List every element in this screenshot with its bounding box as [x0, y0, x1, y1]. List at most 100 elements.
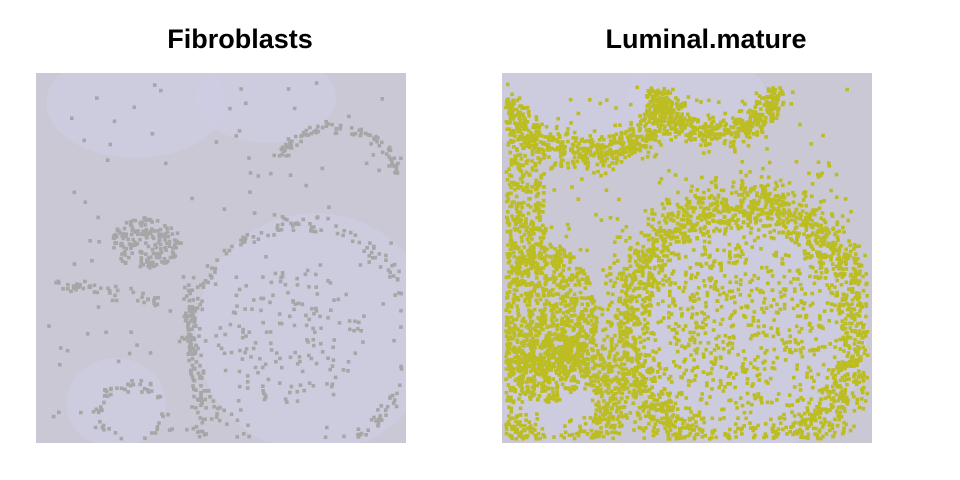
spot-point — [579, 146, 584, 151]
spot-point — [568, 260, 572, 264]
spot-point — [353, 351, 358, 355]
spot-point — [525, 303, 530, 307]
spot-point — [342, 434, 346, 439]
spot-point — [782, 306, 787, 311]
spot-point — [707, 234, 712, 239]
spot-point — [767, 175, 771, 180]
spot-point — [545, 344, 550, 348]
spot-point — [852, 394, 856, 399]
spot-point — [632, 322, 636, 327]
spot-point — [646, 102, 651, 107]
spot-point — [810, 326, 814, 330]
spot-point — [853, 347, 857, 351]
spot-point — [663, 218, 667, 223]
spot-point — [829, 405, 834, 410]
spot-point — [653, 129, 657, 133]
spot-point — [245, 380, 250, 384]
spot-point — [850, 391, 855, 395]
spot-point — [668, 99, 672, 103]
spot-point — [820, 211, 825, 215]
spot-point — [654, 238, 659, 242]
spot-point — [704, 261, 709, 266]
spot-point — [744, 367, 749, 372]
spot-point — [798, 282, 803, 287]
spot-point — [631, 127, 635, 131]
spot-point — [823, 419, 828, 424]
spot-point — [701, 134, 706, 138]
spot-point — [716, 346, 721, 350]
spot-point — [694, 196, 699, 200]
spot-point — [770, 107, 775, 112]
spot-point — [865, 391, 870, 396]
spot-point — [647, 422, 651, 426]
spot-point — [854, 294, 859, 299]
spot-point — [674, 96, 678, 100]
spot-point — [515, 304, 519, 308]
spot-point — [662, 254, 666, 258]
spot-point — [824, 232, 828, 236]
spot-point — [862, 385, 866, 390]
spot-point — [71, 284, 76, 288]
spot-point — [810, 301, 815, 306]
spot-point — [655, 370, 660, 374]
spot-point — [829, 254, 833, 259]
spot-point — [784, 201, 789, 205]
spot-point — [735, 406, 739, 410]
spot-point — [650, 414, 654, 419]
spot-point — [145, 235, 149, 239]
spot-point — [667, 425, 672, 429]
spot-point — [631, 392, 635, 397]
spot-point — [192, 394, 196, 399]
spot-point — [849, 364, 854, 368]
spot-point — [719, 264, 723, 269]
spot-point — [728, 253, 732, 258]
spot-point — [222, 248, 227, 253]
spot-point — [657, 361, 662, 366]
spot-point — [648, 371, 653, 375]
spot-point — [841, 395, 845, 399]
spot-point — [852, 256, 856, 261]
spot-point — [814, 337, 818, 341]
spot-point — [542, 148, 546, 153]
spot-point — [541, 290, 546, 294]
spot-point — [245, 233, 250, 237]
spot-point — [749, 187, 753, 191]
spot-point — [822, 387, 826, 392]
spot-point — [87, 285, 91, 289]
spot-point — [861, 345, 865, 350]
spot-point — [764, 265, 769, 270]
spot-point — [705, 372, 710, 376]
spot-point — [693, 206, 698, 210]
spot-point — [292, 307, 296, 312]
spot-point — [853, 272, 858, 277]
spot-point — [359, 131, 364, 135]
spot-point — [776, 97, 780, 101]
spot-point — [638, 372, 642, 376]
spot-point — [57, 410, 61, 415]
spot-point — [394, 165, 399, 169]
spot-point — [654, 408, 659, 413]
spot-point — [771, 102, 776, 107]
spot-point — [192, 387, 196, 391]
spot-point — [691, 416, 695, 421]
spot-point — [658, 375, 662, 379]
spot-point — [334, 224, 338, 228]
spot-point — [773, 198, 778, 203]
spot-point — [622, 332, 626, 337]
spot-point — [341, 368, 346, 372]
spot-point — [703, 331, 708, 335]
spot-point — [766, 100, 770, 105]
spot-point — [798, 314, 803, 318]
spot-point — [603, 360, 607, 365]
spot-point — [572, 387, 577, 392]
spot-point — [234, 134, 238, 138]
spot-point — [356, 432, 360, 437]
spot-point — [530, 312, 535, 317]
spot-point — [538, 297, 543, 302]
spot-point — [131, 382, 136, 387]
spot-point — [544, 298, 549, 303]
spot-point — [625, 135, 630, 139]
spot-point — [764, 224, 769, 228]
spot-point — [588, 340, 593, 344]
spot-point — [618, 365, 622, 369]
